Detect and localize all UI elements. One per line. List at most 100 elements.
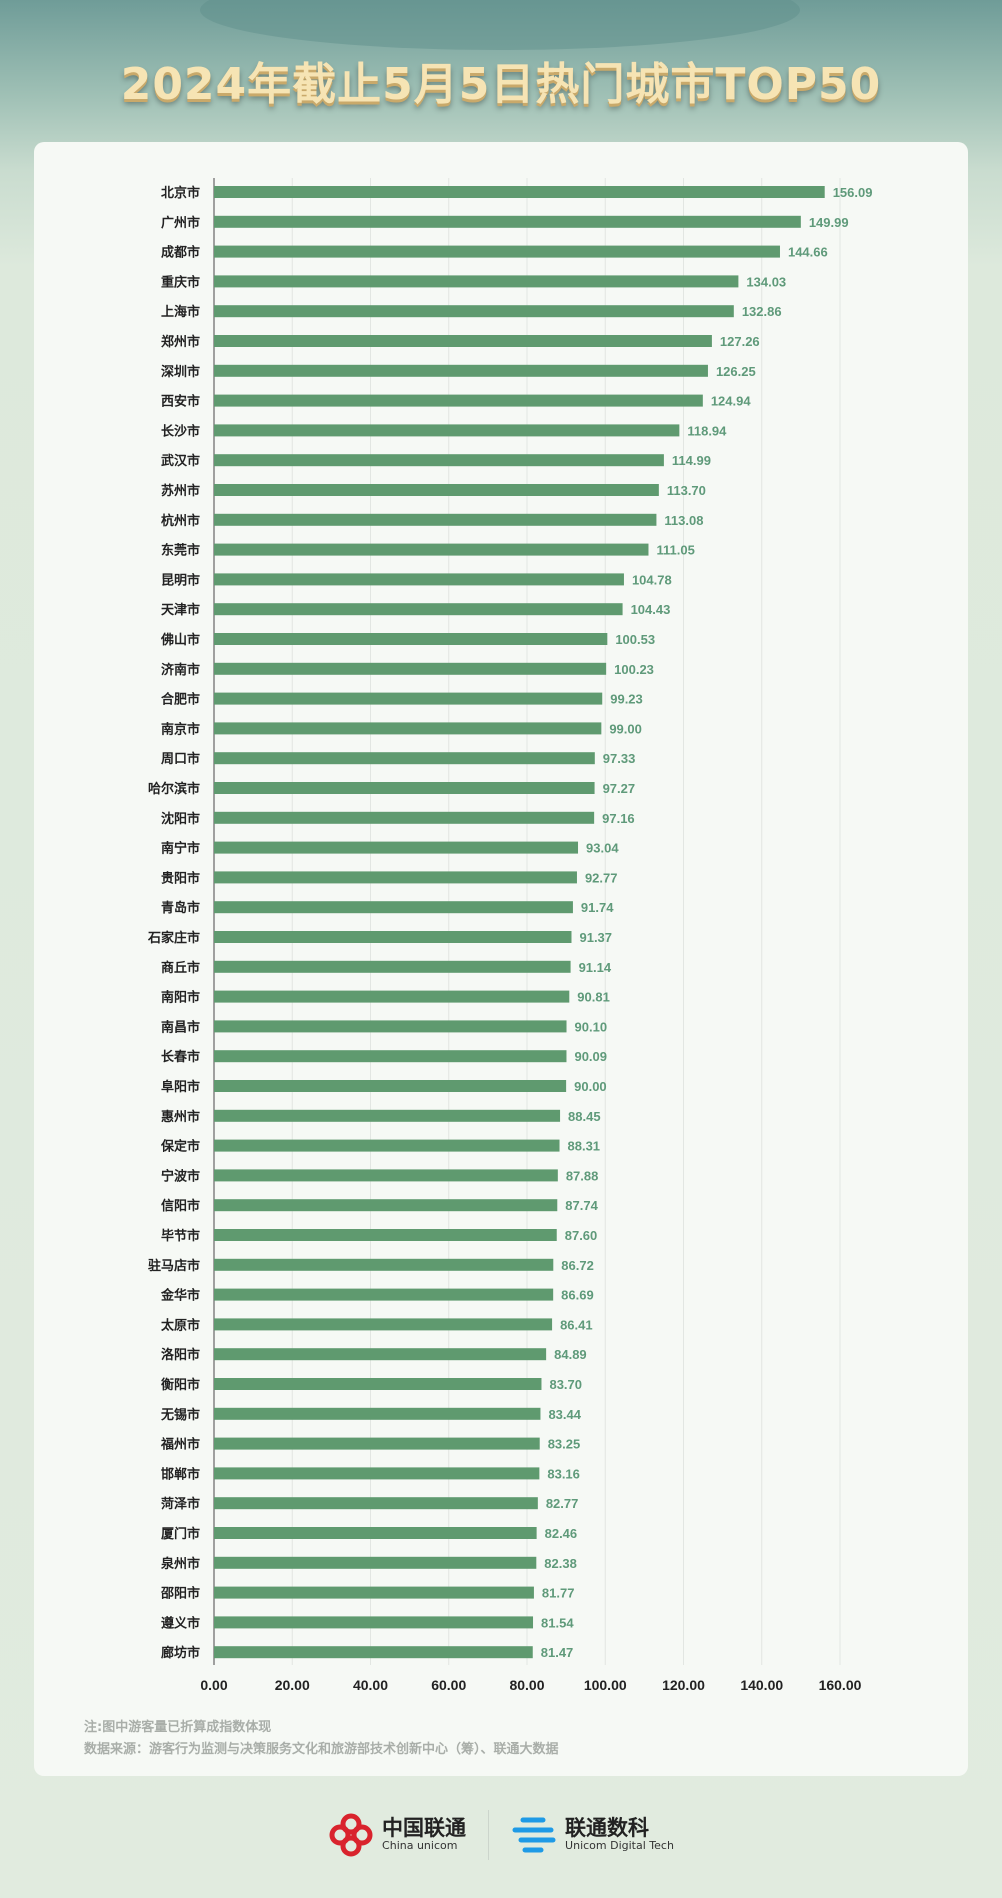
value-label: 99.00 [609,721,642,736]
value-label: 104.78 [632,572,672,587]
bar [214,215,801,228]
bar [214,633,608,645]
digital-cn-name: 联通数科 [565,1816,650,1840]
bar [214,305,734,318]
category-label: 商丘市 [161,960,200,976]
category-label: 南京市 [161,721,200,737]
category-label: 遵义市 [161,1615,200,1631]
value-label: 90.00 [574,1079,607,1094]
value-label: 88.31 [568,1139,601,1154]
bar [214,1318,553,1331]
bar [214,1348,547,1361]
category-label: 洛阳市 [161,1347,200,1363]
bar [214,901,573,914]
bar [214,513,657,526]
value-label: 81.54 [541,1615,574,1630]
value-label: 93.04 [586,841,619,856]
category-label: 杭州市 [161,513,200,529]
category-label: 苏州市 [161,483,200,499]
x-tick-label: 100.00 [584,1677,627,1693]
category-label: 长沙市 [161,423,200,439]
category-label: 邵阳市 [160,1586,200,1602]
value-label: 114.99 [672,453,711,468]
bar [214,1080,567,1092]
bar [214,1258,554,1271]
value-label: 82.38 [544,1556,577,1571]
value-label: 124.94 [711,394,752,409]
x-tick-label: 0.00 [200,1677,227,1693]
x-tick-label: 160.00 [819,1677,862,1693]
bar [214,960,571,973]
category-label: 保定市 [160,1139,200,1155]
value-label: 90.81 [577,990,610,1005]
value-label: 91.74 [581,900,614,915]
value-label: 113.08 [664,513,703,528]
bar [214,1169,558,1182]
unicom-digital-logo: 联通数科 Unicom Digital Tech [511,1815,674,1855]
bar [214,931,572,943]
x-tick-label: 120.00 [662,1677,705,1693]
category-label: 合肥市 [161,692,200,708]
x-tick-label: 60.00 [431,1677,466,1693]
bar [214,1586,534,1599]
category-label: 信阳市 [161,1198,200,1214]
value-label: 87.88 [566,1168,599,1183]
value-label: 99.23 [610,692,643,707]
category-label: 金华市 [160,1288,200,1304]
category-label: 衡阳市 [161,1377,200,1393]
category-label: 济南市 [161,662,200,678]
digital-tech-icon [512,1817,556,1853]
value-label: 82.46 [545,1526,578,1541]
china-unicom-logo: 中国联通 China unicom [328,1812,466,1858]
unicom-cn-name: 中国联通 [382,1816,467,1840]
category-label: 武汉市 [161,453,200,469]
bar [214,573,624,586]
value-label: 83.44 [548,1407,581,1422]
unicom-knot-icon [329,1813,373,1857]
category-label: 上海市 [161,304,200,320]
value-label: 91.14 [579,960,612,975]
value-label: 87.60 [565,1228,598,1243]
value-label: 82.77 [546,1496,579,1511]
value-label: 86.72 [561,1258,594,1273]
value-label: 83.16 [547,1466,580,1481]
bar [214,1199,558,1212]
category-label: 西安市 [161,394,200,410]
value-label: 100.53 [615,632,655,647]
data-source: 数据来源：游客行为监测与决策服务文化和旅游部技术创新中心（筹）、联通大数据 [84,1742,559,1757]
category-label: 廊坊市 [161,1645,200,1661]
bar [214,364,708,377]
category-label: 毕节市 [161,1228,200,1244]
value-label: 113.70 [667,483,706,498]
value-label: 104.43 [631,602,671,617]
value-label: 91.37 [579,930,612,945]
logo-divider [488,1810,490,1860]
value-label: 97.33 [603,751,636,766]
category-label: 重庆市 [161,274,200,290]
value-label: 126.25 [716,364,756,379]
category-label: 邯郸市 [161,1466,200,1482]
category-label: 菏泽市 [161,1496,200,1512]
category-label: 南昌市 [161,1019,200,1035]
value-label: 84.89 [554,1347,587,1362]
bar [214,245,780,258]
category-label: 哈尔滨市 [148,781,200,797]
bar [214,335,712,347]
bar [214,1437,540,1450]
bar [214,1139,560,1152]
category-label: 宁波市 [161,1168,200,1184]
value-label: 90.10 [575,1019,608,1034]
x-tick-label: 20.00 [275,1677,310,1693]
bar [214,1229,557,1241]
value-label: 83.70 [549,1377,582,1392]
category-label: 阜阳市 [161,1079,200,1095]
value-label: 97.16 [602,811,635,826]
category-label: 东莞市 [161,543,200,559]
category-label: 南阳市 [161,990,200,1006]
category-label: 天津市 [161,602,200,618]
bar [214,811,595,824]
value-label: 149.99 [809,215,849,230]
category-label: 贵阳市 [161,870,200,886]
bar [214,454,664,467]
bar [214,275,739,288]
